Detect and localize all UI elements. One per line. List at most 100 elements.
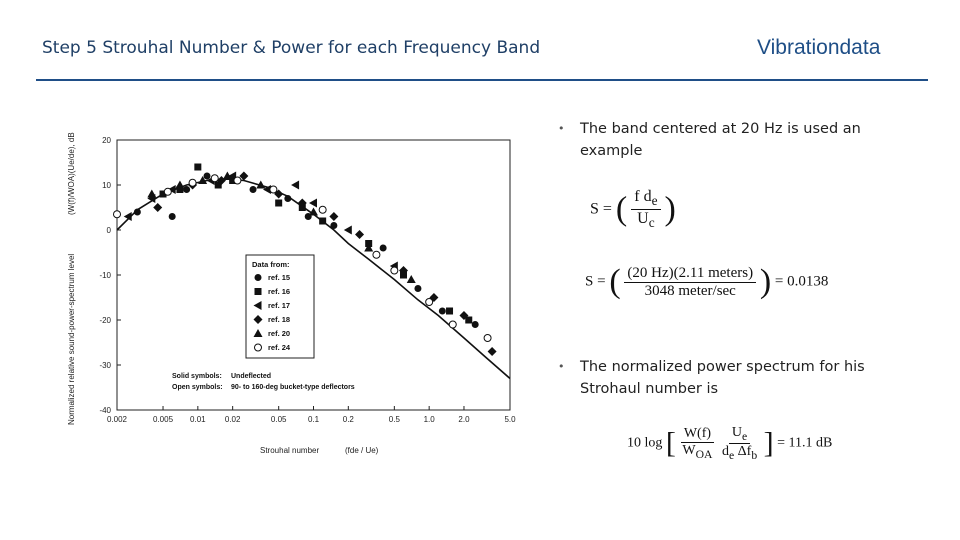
data-point — [262, 185, 271, 194]
brand-logo: Vibrationdata — [757, 36, 881, 59]
y-axis-unit: (W(f)/WOA)(Ue/de), dB — [67, 132, 76, 215]
equation-strouhal: S = ( f de Uc ) — [590, 188, 676, 231]
data-point — [414, 285, 422, 292]
data-point — [163, 187, 172, 196]
data-point — [297, 198, 307, 208]
data-point — [176, 186, 184, 193]
bullet-1-line2: example — [580, 143, 643, 159]
data-point — [309, 198, 317, 208]
legend-note-2-label: Open symbols: — [172, 384, 223, 391]
bullet-2-line1: The normalized power spectrum for his — [580, 359, 865, 375]
data-point — [147, 189, 157, 198]
data-point — [343, 225, 352, 235]
bullet-dot: • — [558, 122, 565, 135]
chart-svg: Normalized relative sound-power-spectrum… — [67, 132, 516, 455]
data-point — [487, 347, 497, 356]
legend-marker — [253, 329, 263, 337]
data-point — [210, 174, 219, 183]
strouhal-chart: Normalized relative sound-power-spectrum… — [60, 120, 530, 480]
bullet-2: • The normalized power spectrum for his … — [558, 356, 865, 400]
equation-example: S = ( (20 Hz)(2.11 meters) 3048 meter/se… — [585, 263, 829, 300]
y-axis-label: Normalized relative sound-power-spectrum… — [67, 132, 76, 425]
data-point — [298, 204, 306, 211]
x-tick-label: 0.2 — [343, 415, 355, 424]
eq1-den: U — [637, 210, 649, 228]
y-axis-label-text: Normalized relative sound-power-spectrum… — [67, 254, 76, 425]
legend-marker — [254, 288, 262, 295]
data-point — [364, 243, 374, 252]
data-point — [229, 177, 237, 184]
data-point — [330, 222, 338, 229]
data-point — [153, 203, 163, 212]
x-tick-label: 0.002 — [107, 415, 128, 424]
data-point — [113, 210, 121, 219]
legend-marker — [254, 274, 262, 281]
eq2-den: 3048 meter/sec — [644, 282, 736, 299]
data-point — [188, 178, 197, 187]
data-point — [318, 205, 327, 214]
data-point — [459, 311, 469, 320]
eq3-prefix: 10 log — [627, 435, 663, 451]
x-tick-label: 0.02 — [225, 415, 241, 424]
x-tick-label: 1.0 — [424, 415, 436, 424]
legend-note-1-label: Solid symbols: — [172, 373, 222, 380]
data-point — [425, 298, 434, 306]
x-tick-label: 5.0 — [504, 415, 516, 424]
data-point — [448, 320, 457, 329]
legend-marker — [253, 301, 262, 310]
data-point — [483, 334, 492, 342]
y-tick-label: -30 — [99, 361, 111, 370]
bullet-dot: • — [558, 360, 565, 373]
data-point — [159, 190, 167, 198]
legend-entry: ref. 16 — [268, 287, 290, 296]
data-point — [438, 307, 446, 315]
data-point — [249, 186, 257, 193]
legend-entry: ref. 18 — [268, 315, 290, 324]
eq1-num: f d — [634, 188, 652, 205]
x-axis-label: Strouhal number — [260, 446, 319, 455]
eq2-num-a: 20 Hz — [632, 264, 669, 281]
y-tick-label: 10 — [102, 181, 111, 190]
eq1-lhs: S = — [590, 200, 612, 218]
eq3-result: = 11.1 dB — [777, 435, 833, 451]
eq3-num1: W(f) — [680, 426, 715, 443]
y-tick-label: -20 — [99, 316, 111, 325]
data-point — [291, 180, 300, 190]
x-tick-label: 0.5 — [389, 415, 401, 424]
eq2-lhs: S = — [585, 273, 606, 290]
data-point — [214, 181, 222, 189]
data-point — [175, 180, 185, 189]
data-point — [372, 250, 381, 259]
x-tick-label: 0.01 — [190, 415, 206, 424]
y-tick-label: 20 — [102, 136, 111, 145]
data-point — [284, 195, 292, 202]
eq2-num-b: 2.11 meters — [678, 264, 749, 281]
data-point — [123, 212, 132, 221]
y-tick-label: -40 — [99, 406, 111, 415]
data-point — [275, 199, 283, 207]
legend-entry: ref. 17 — [268, 301, 290, 310]
data-point — [379, 244, 387, 252]
data-point — [167, 185, 176, 194]
data-point — [471, 321, 479, 328]
data-point — [329, 212, 339, 221]
x-tick-label: 0.1 — [308, 415, 320, 424]
data-point — [168, 213, 176, 220]
equation-power: 10 log [ W(f) WOA Ue de Δfb ] = 11.1 dB — [627, 425, 833, 462]
legend-marker — [253, 315, 263, 324]
x-axis-unit: (fde / Ue) — [345, 446, 379, 455]
bullet-1: • The band centered at 20 Hz is used an … — [558, 118, 861, 162]
data-point — [269, 185, 278, 194]
header-rule — [36, 79, 928, 81]
legend-note-1-text: Undeflected — [231, 373, 271, 380]
data-point — [319, 217, 327, 225]
data-point — [233, 176, 242, 185]
data-point — [390, 266, 399, 275]
data-point — [398, 266, 408, 275]
y-tick-label: -10 — [99, 271, 111, 280]
x-tick-label: 2.0 — [458, 415, 470, 424]
data-point — [465, 316, 473, 324]
page-title: Step 5 Strouhal Number & Power for each … — [42, 38, 541, 58]
data-point — [406, 275, 416, 283]
data-point — [355, 230, 365, 239]
